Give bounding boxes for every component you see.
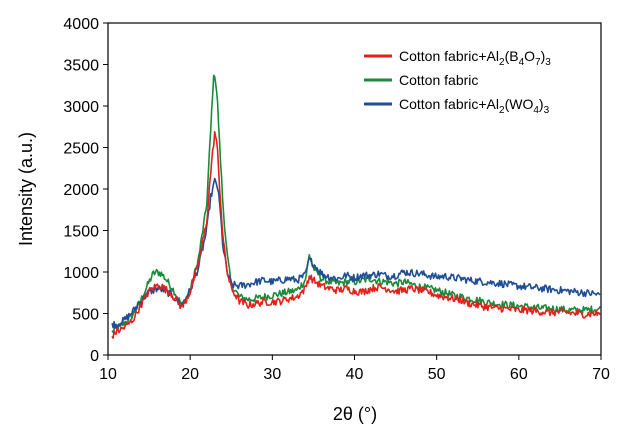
x-tick-label: 50: [428, 366, 446, 383]
x-tick-label: 30: [263, 366, 281, 383]
y-tick-label: 2500: [63, 141, 99, 158]
y-tick-label: 4000: [63, 16, 99, 33]
legend: Cotton fabric+Al2(B4O7)3 Cotton fabric C…: [364, 48, 551, 116]
x-tick-label: 70: [592, 366, 610, 383]
x-tick-label: 60: [510, 366, 528, 383]
legend-label-borate: Cotton fabric+Al2(B4O7)3: [399, 48, 551, 68]
y-tick-label: 1500: [63, 224, 99, 241]
ticks: 10 20 30 40 50 60 70 0 500 1000 1500 2000 2500 3000 35…: [63, 16, 610, 383]
x-tick-label: 10: [99, 366, 117, 383]
y-tick-label: 0: [90, 348, 99, 365]
legend-label-cotton: Cotton fabric: [399, 72, 478, 88]
x-axis-label: 2θ (°): [333, 404, 377, 424]
x-tick-label: 20: [181, 366, 199, 383]
y-tick-label: 3500: [63, 58, 99, 75]
y-axis-label: Intensity (a.u.): [16, 132, 36, 246]
y-tick-label: 3000: [63, 99, 99, 116]
series-lines: [111, 74, 601, 339]
y-tick-label: 1000: [63, 265, 99, 282]
series-line-0: [111, 131, 601, 339]
x-tick-label: 40: [346, 366, 364, 383]
legend-label-tungstate: Cotton fabric+Al2(WO4)3: [399, 96, 550, 116]
plot-area: [107, 22, 602, 356]
y-tick-label: 2000: [63, 182, 99, 199]
y-tick-label: 500: [72, 307, 99, 324]
